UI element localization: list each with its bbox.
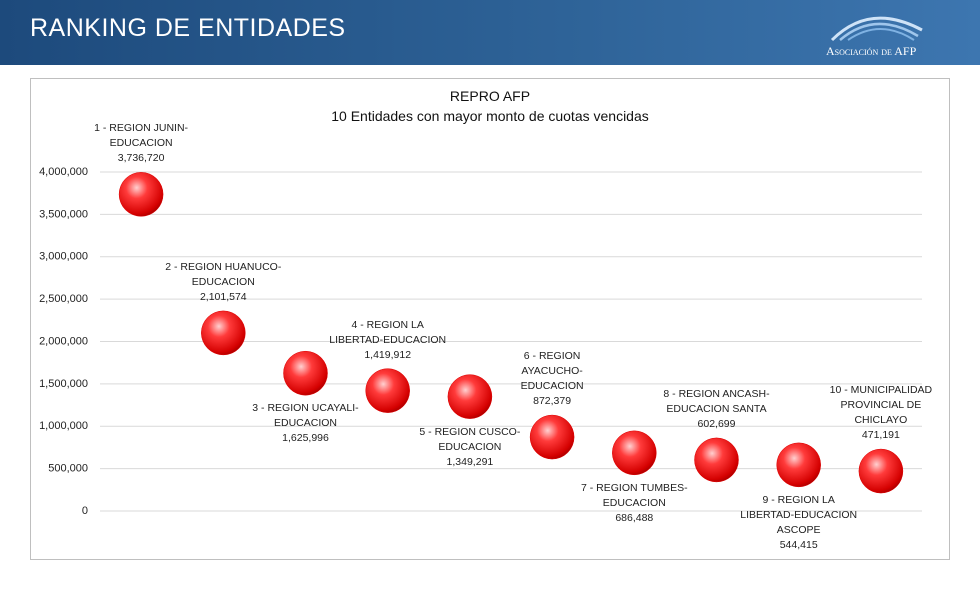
y-tick-label: 1,500,000: [39, 378, 88, 390]
data-label: 3 - REGION UCAYALI-EDUCACION 1,625,996: [247, 401, 365, 446]
bubble: [529, 414, 575, 460]
data-label: 10 - MUNICIPALIDAD PROVINCIAL DE CHICLAY…: [822, 383, 940, 443]
bubble: [201, 310, 246, 356]
chart-frame: [30, 78, 950, 560]
data-label: 1 - REGION JUNIN-EDUCACION 3,736,720: [82, 121, 200, 166]
bubble: [283, 350, 328, 396]
y-tick-label: 500,000: [48, 463, 88, 475]
y-tick-label: 3,500,000: [39, 208, 88, 220]
logo-text: Asociación de AFP: [826, 44, 917, 58]
category-label: 8 - REGION ANCASH-EDUCACION SANTA: [663, 387, 770, 415]
data-label: 7 - REGION TUMBES-EDUCACION 686,488: [575, 481, 693, 526]
data-label: 5 - REGION CUSCO-EDUCACION 1,349,291: [411, 425, 529, 470]
category-label: 5 - REGION CUSCO-EDUCACION: [419, 425, 521, 453]
value-label: 872,379: [533, 395, 572, 408]
value-label: 2,101,574: [199, 290, 247, 303]
data-label: 8 - REGION ANCASH-EDUCACION SANTA 602,699: [658, 387, 776, 432]
y-tick-label: 2,500,000: [39, 293, 88, 305]
value-label: 471,191: [861, 429, 900, 442]
data-label: 9 - REGION LA LIBERTAD-EDUCACION ASCOPE 5…: [740, 493, 858, 553]
category-label: 9 - REGION LA LIBERTAD-EDUCACION ASCOPE: [740, 493, 858, 536]
value-label: 1,625,996: [282, 432, 329, 445]
y-tick-label: 0: [82, 505, 88, 517]
y-tick-label: 1,000,000: [39, 420, 88, 432]
bubble: [694, 437, 739, 483]
bubble: [118, 172, 164, 217]
value-label: 602,699: [697, 417, 736, 430]
data-label: 4 - REGION LA LIBERTAD-EDUCACION 1,419,91…: [329, 318, 447, 363]
data-label: 6 - REGION AYACUCHO-EDUCACION 872,379: [493, 349, 611, 409]
header-band: RANKING DE ENTIDADES Asociación de AFP: [0, 0, 980, 65]
y-tick-label: 3,000,000: [39, 251, 88, 263]
category-label: 2 - REGION HUANUCO-EDUCACION: [165, 260, 282, 288]
category-label: 4 - REGION LA LIBERTAD-EDUCACION: [329, 318, 447, 346]
value-label: 1,419,912: [364, 348, 412, 361]
value-label: 3,736,720: [117, 152, 165, 165]
chart-title: REPRO AFP: [449, 88, 531, 104]
bubble: [447, 374, 493, 419]
value-label: 686,488: [615, 511, 654, 524]
data-label: 2 - REGION HUANUCO-EDUCACION 2,101,574: [164, 260, 282, 305]
category-label: 3 - REGION UCAYALI-EDUCACION: [252, 402, 359, 430]
category-label: 10 - MUNICIPALIDAD PROVINCIAL DE CHICLAY…: [829, 384, 933, 427]
y-tick-label: 4,000,000: [39, 166, 88, 178]
bubble: [858, 448, 904, 494]
bubble: [776, 442, 821, 488]
y-tick-label: 2,000,000: [39, 335, 88, 347]
category-label: 7 - REGION TUMBES-EDUCACION: [581, 481, 688, 509]
bubble: [612, 430, 657, 476]
bubble: [365, 368, 410, 413]
header-title: RANKING DE ENTIDADES: [30, 14, 346, 42]
value-label: 1,349,291: [446, 455, 494, 468]
category-label: 1 - REGION JUNIN-EDUCACION: [94, 122, 189, 150]
logo-arcs: [830, 16, 923, 42]
category-label: 6 - REGION AYACUCHO-EDUCACION: [520, 350, 584, 393]
value-label: 544,415: [779, 538, 818, 551]
chart-subtitle: 10 Entidades con mayor monto de cuotas v…: [331, 108, 649, 124]
